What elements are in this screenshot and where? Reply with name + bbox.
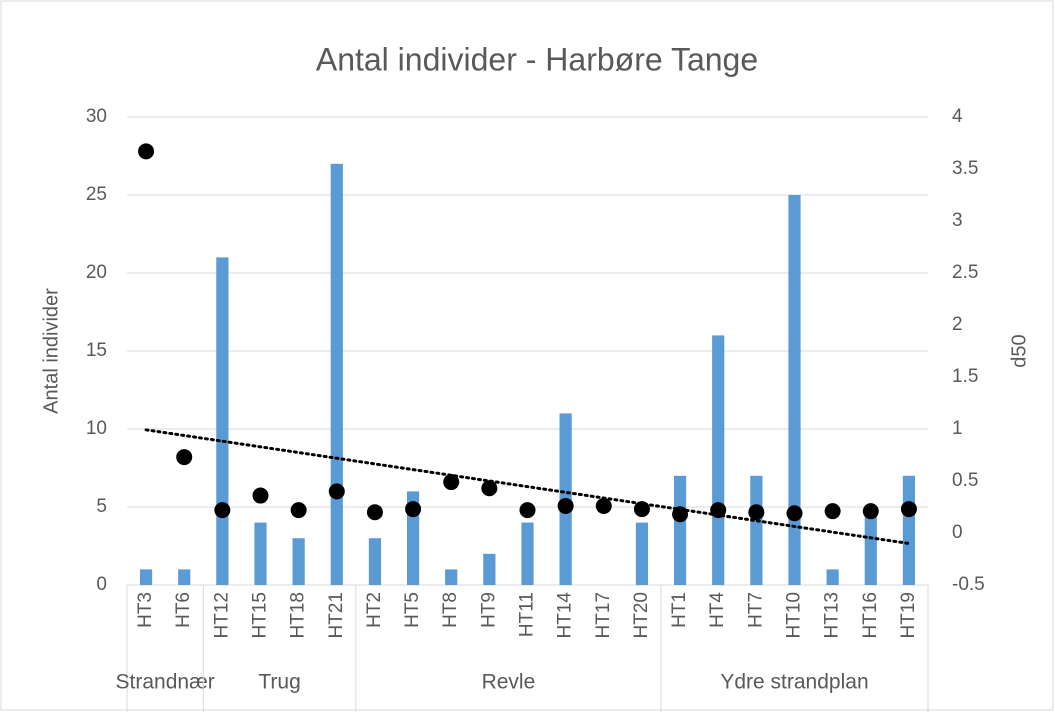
point (176, 449, 193, 466)
bar (864, 507, 877, 585)
point (824, 503, 841, 520)
x-tick-label: HT3 (135, 592, 156, 628)
y2-tick-label: 0.5 (952, 470, 978, 491)
bar (139, 569, 153, 585)
bar (254, 522, 267, 585)
y-tick-label: 30 (86, 106, 107, 127)
x-tick-label: HT21 (326, 592, 347, 638)
x-tick-label: HT13 (822, 592, 843, 638)
x-tick-label: HT14 (555, 592, 576, 639)
y2-tick-label: 3 (952, 210, 963, 231)
x-tick-label: HT17 (593, 592, 614, 638)
bar (826, 569, 839, 585)
point (748, 504, 765, 521)
bar (521, 522, 534, 585)
point (672, 506, 689, 523)
point (290, 502, 307, 519)
y-tick-label: 10 (86, 418, 107, 439)
x-tick-label: HT1 (669, 592, 690, 628)
y2-tick-label: 3.5 (952, 158, 978, 179)
group-label: Trug (258, 671, 300, 694)
bar (483, 553, 496, 585)
point (443, 474, 460, 491)
bar (712, 335, 725, 585)
bar (178, 569, 191, 585)
bar (673, 475, 687, 585)
y2-tick-label: 2 (952, 314, 963, 335)
bar (902, 475, 916, 585)
y2-tick-label: 1 (952, 418, 963, 439)
x-tick-label: HT15 (250, 592, 271, 638)
bar (788, 195, 801, 585)
y2-tick-label: -0.5 (952, 574, 985, 595)
trendline (144, 428, 911, 545)
bar (292, 538, 305, 585)
point (900, 501, 917, 518)
point (252, 487, 269, 504)
y-tick-label: 20 (86, 262, 107, 283)
x-tick-label: HT18 (288, 592, 309, 638)
point (481, 480, 498, 497)
point (595, 497, 612, 514)
x-tick-label: HT12 (211, 592, 232, 638)
x-tick-label: HT2 (364, 592, 385, 628)
group-label: Strandnær (116, 671, 215, 694)
point (557, 497, 574, 514)
y-tick-label: 15 (86, 340, 107, 361)
y-axis-label: Antal individer (40, 288, 62, 414)
y-tick-label: 5 (96, 496, 107, 517)
point (405, 501, 422, 518)
bar (635, 522, 649, 585)
y-tick-label: 25 (86, 184, 107, 205)
y-tick-label: 0 (96, 574, 107, 595)
bar (330, 163, 343, 586)
x-tick-label: HT10 (784, 592, 805, 638)
group-label: Ydre strandplan (720, 671, 868, 694)
y2-tick-label: 4 (952, 106, 963, 127)
point (519, 502, 536, 519)
y2-axis-label: d50 (1008, 334, 1030, 367)
x-tick-label: HT4 (707, 592, 728, 628)
y2-tick-label: 1.5 (952, 366, 978, 387)
point (214, 502, 231, 519)
point (633, 501, 650, 518)
chart-title: Antal individer - Harbøre Tange (316, 41, 758, 77)
x-tick-label: HT11 (517, 592, 538, 637)
x-tick-label: HT20 (631, 592, 652, 638)
x-tick-label: HT6 (173, 592, 194, 628)
point (710, 502, 727, 519)
x-tick-label: HT5 (402, 592, 423, 628)
point (862, 503, 879, 520)
x-tick-label: HT9 (478, 592, 499, 628)
bar (368, 538, 382, 585)
y2-tick-label: 2.5 (952, 262, 978, 283)
y2-tick-label: 0 (952, 522, 963, 543)
point (786, 505, 803, 522)
x-tick-label: HT7 (745, 592, 766, 628)
point (328, 483, 345, 500)
x-tick-label: HT8 (440, 592, 461, 628)
bar (445, 569, 458, 585)
bar (216, 257, 229, 585)
bar (750, 475, 763, 585)
group-label: Revle (482, 671, 536, 694)
point (366, 504, 383, 521)
point (138, 143, 155, 160)
x-tick-label: HT16 (860, 592, 881, 638)
x-tick-label: HT19 (898, 592, 919, 638)
